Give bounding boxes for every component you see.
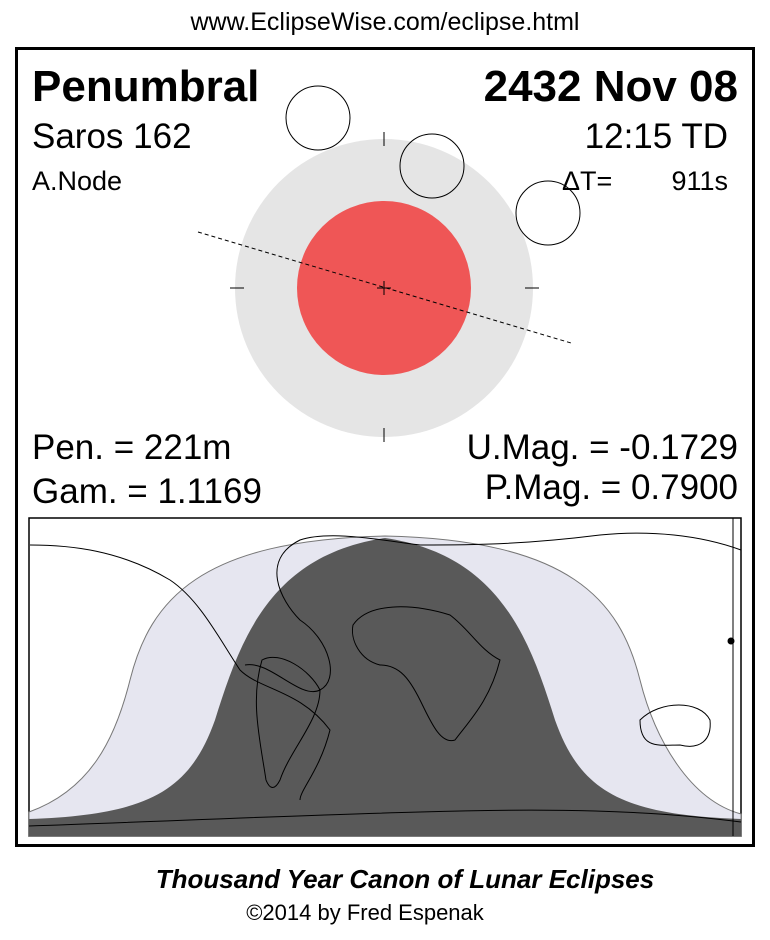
coastlines (28, 532, 742, 827)
delta-t-value: 911s (671, 166, 728, 196)
umbral-visibility-zone (29, 538, 741, 836)
axis-ticks (230, 132, 539, 442)
eclipse-time: 12:15 TD (584, 117, 728, 156)
penumbral-magnitude: P.Mag. = 0.7900 (484, 468, 738, 507)
copyright: ©2014 by Fred Espenak (246, 900, 484, 925)
africa-outline (351, 606, 501, 742)
moon-first-contact (285, 85, 351, 151)
moon-greatest-eclipse (399, 133, 465, 199)
australia-outline (639, 704, 711, 747)
south-america-outline (255, 656, 321, 788)
node: A.Node (32, 166, 123, 196)
umbral-magnitude: U.Mag. = -0.1729 (466, 428, 738, 467)
eclipse-date: 2432 Nov 08 (483, 62, 738, 111)
moon-path-line (197, 231, 572, 344)
eclipse-panel-frame (15, 47, 755, 847)
visibility-map (28, 517, 742, 837)
gamma: Gam. = 1.1169 (32, 472, 262, 511)
canon-title: Thousand Year Canon of Lunar Eclipses (155, 864, 655, 894)
source-url: www.EclipseWise.com/eclipse.html (190, 8, 580, 36)
delta-t-label: ΔT= (562, 166, 613, 196)
moon-last-contact (515, 180, 581, 246)
saros-number: Saros 162 (32, 117, 192, 156)
penumbral-duration: Pen. = 221m (32, 428, 232, 467)
eclipse-type: Penumbral (32, 62, 260, 111)
greatest-eclipse-point (727, 637, 735, 645)
